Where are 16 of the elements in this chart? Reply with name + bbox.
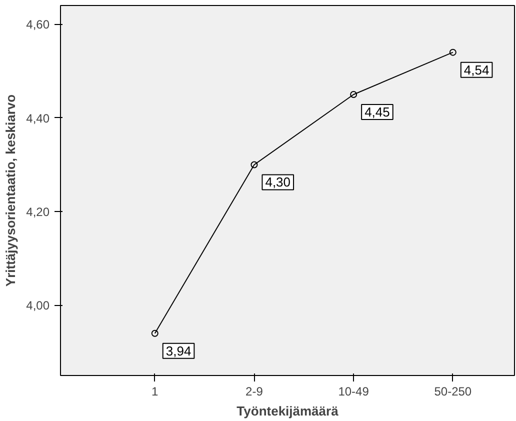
- y-tick-label: 4,60: [26, 18, 50, 32]
- data-label: 4,30: [265, 174, 291, 190]
- x-tick-label: 50-250: [434, 384, 472, 398]
- data-label: 4,45: [364, 104, 390, 120]
- data-label: 3,94: [166, 343, 192, 358]
- x-axis-title: Työntekijämäärä: [236, 404, 340, 418]
- point: [350, 90, 358, 98]
- data-label: 4,54: [464, 62, 490, 78]
- y-axis-title: Yrittäjyysorientaatio, keskiarvo: [3, 94, 18, 287]
- x-tick-label: 2-9: [246, 384, 264, 398]
- y-tick-label: 4,00: [26, 298, 50, 313]
- y-tick-label: 4,20: [26, 205, 50, 220]
- x-tick-label: 10-49: [338, 384, 370, 398]
- y-tick-label: 4,40: [26, 111, 50, 126]
- point: [250, 161, 258, 168]
- x-tick-label: 1: [152, 384, 159, 398]
